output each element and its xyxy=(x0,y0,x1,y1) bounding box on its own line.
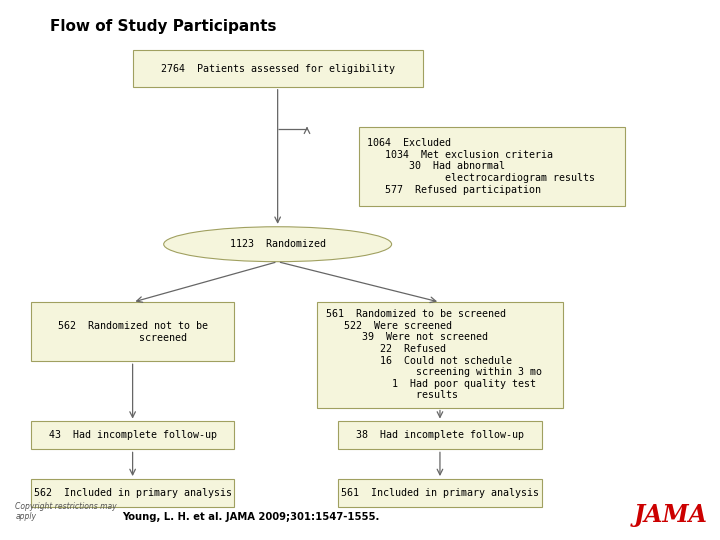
Text: JAMA: JAMA xyxy=(634,503,707,527)
Text: 561  Included in primary analysis: 561 Included in primary analysis xyxy=(341,488,539,498)
Text: Flow of Study Participants: Flow of Study Participants xyxy=(50,18,276,33)
FancyBboxPatch shape xyxy=(31,479,235,507)
FancyBboxPatch shape xyxy=(132,50,423,87)
Text: 2764  Patients assessed for eligibility: 2764 Patients assessed for eligibility xyxy=(161,64,395,73)
Text: 38  Had incomplete follow-up: 38 Had incomplete follow-up xyxy=(356,430,524,441)
FancyBboxPatch shape xyxy=(318,302,562,408)
FancyBboxPatch shape xyxy=(359,126,625,206)
Text: 43  Had incomplete follow-up: 43 Had incomplete follow-up xyxy=(49,430,217,441)
FancyBboxPatch shape xyxy=(338,479,542,507)
Text: Young, L. H. et al. JAMA 2009;301:1547-1555.: Young, L. H. et al. JAMA 2009;301:1547-1… xyxy=(122,512,379,523)
Text: 562  Randomized not to be
          screened: 562 Randomized not to be screened xyxy=(58,321,207,342)
Text: Copyright restrictions may
apply: Copyright restrictions may apply xyxy=(15,502,117,522)
FancyBboxPatch shape xyxy=(31,422,235,449)
Text: 562  Included in primary analysis: 562 Included in primary analysis xyxy=(34,488,232,498)
FancyBboxPatch shape xyxy=(338,422,542,449)
Text: 1123  Randomized: 1123 Randomized xyxy=(230,239,325,249)
FancyBboxPatch shape xyxy=(31,302,235,361)
Text: 1064  Excluded
   1034  Met exclusion criteria
       30  Had abnormal
         : 1064 Excluded 1034 Met exclusion criteri… xyxy=(367,138,595,194)
Text: 561  Randomized to be screened
   522  Were screened
      39  Were not screened: 561 Randomized to be screened 522 Were s… xyxy=(325,309,541,401)
Ellipse shape xyxy=(163,227,392,262)
